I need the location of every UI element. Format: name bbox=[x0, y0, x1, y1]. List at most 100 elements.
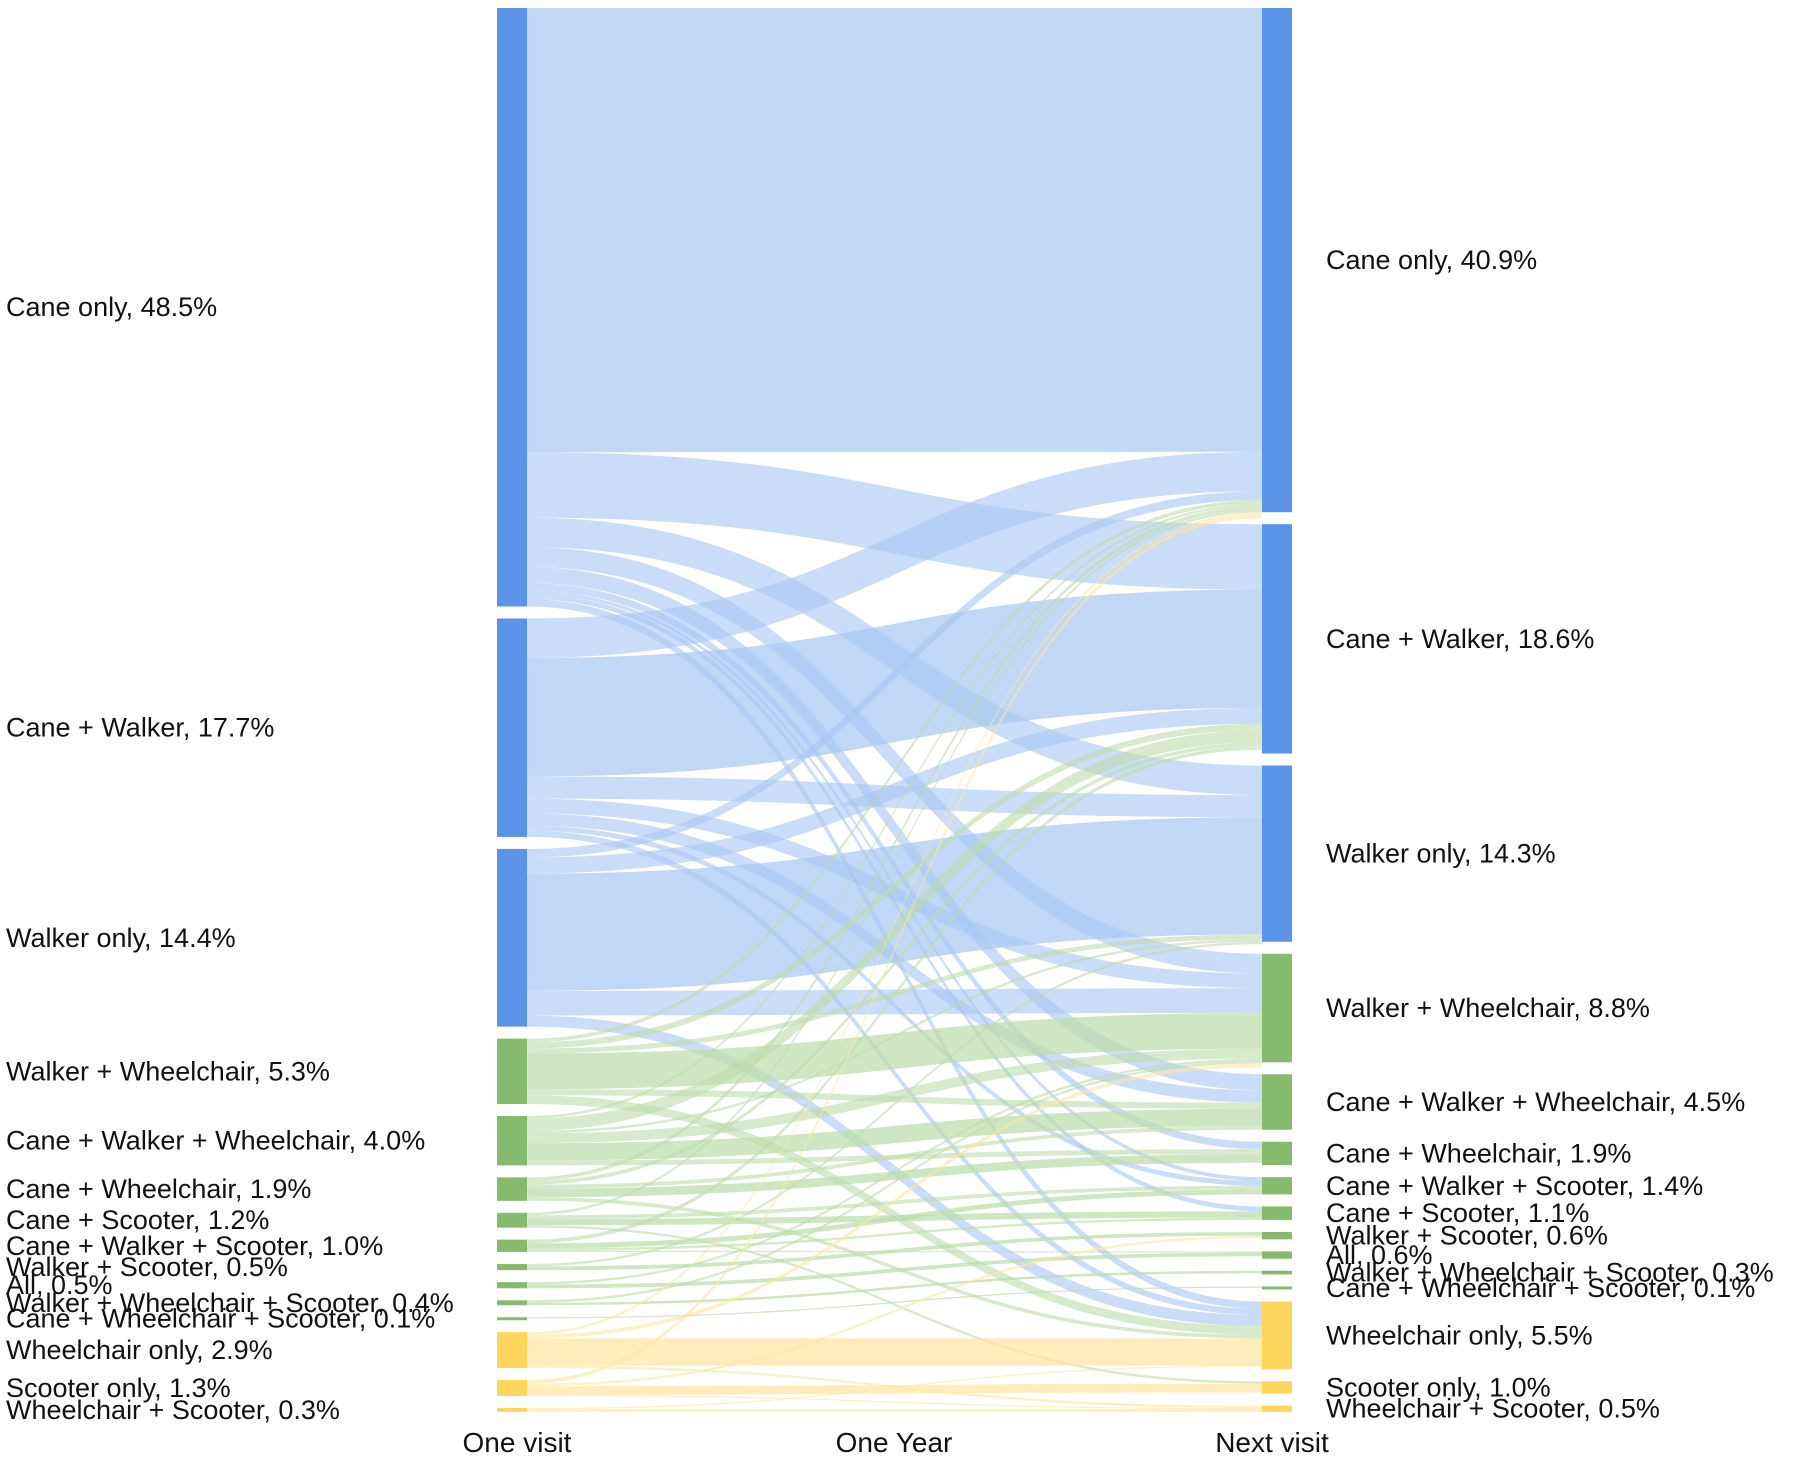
flow-wh-to-cane bbox=[527, 512, 1262, 1335]
left-label-cane-wheelchair-scooter-0-1: Cane + Wheelchair + Scooter, 0.1% bbox=[6, 1304, 435, 1334]
left-label-walker-wheelchair-scooter-0-4: Walker + Wheelchair + Scooter, 0.4% bbox=[6, 1288, 454, 1318]
flow-cw-to-wh bbox=[527, 830, 1262, 1316]
flow-whs-to-wh bbox=[527, 1365, 1262, 1410]
right-label-cane-walker-scooter-1-4: Cane + Walker + Scooter, 1.4% bbox=[1326, 1171, 1703, 1201]
column-label-one-visit: One visit bbox=[463, 1427, 572, 1458]
right-node-whs bbox=[1262, 1405, 1292, 1412]
left-node-all bbox=[497, 1282, 527, 1289]
left-label-cane-scooter-1-2: Cane + Scooter, 1.2% bbox=[6, 1205, 269, 1235]
flow-cwhs-to-cwhs bbox=[527, 1286, 1262, 1319]
flow-cww-to-ww bbox=[527, 1048, 1262, 1144]
left-node-cww bbox=[497, 1116, 527, 1166]
column-label-one-year: One Year bbox=[836, 1427, 953, 1458]
flow-cane-to-cww bbox=[527, 567, 1262, 1091]
left-node-cwh bbox=[497, 1177, 527, 1201]
left-node-wwhs bbox=[497, 1300, 527, 1306]
flow-wh-to-ww bbox=[527, 1063, 1262, 1339]
flow-ww-to-cw bbox=[527, 723, 1262, 1049]
right-node-walker bbox=[1262, 765, 1292, 942]
right-node-wsc bbox=[1262, 1231, 1292, 1240]
flow-cww-to-walker bbox=[527, 939, 1262, 1134]
flow-sc-to-sc bbox=[527, 1383, 1262, 1395]
flow-wwhs-to-ww bbox=[527, 1061, 1262, 1303]
right-node-cw bbox=[1262, 524, 1292, 754]
flow-ww-to-cane bbox=[527, 499, 1262, 1043]
flow-wsc-to-wsc bbox=[527, 1231, 1262, 1271]
right-label-cane-walker-wheelchair-4-5: Cane + Walker + Wheelchair, 4.5% bbox=[1326, 1087, 1745, 1117]
flow-whs-to-whs bbox=[527, 1409, 1262, 1412]
left-label-wheelchair-only-2-9: Wheelchair only, 2.9% bbox=[6, 1335, 273, 1365]
flow-sc-to-cane bbox=[527, 514, 1262, 1384]
flow-cws-to-cs bbox=[527, 1217, 1262, 1251]
right-label-walker-only-14-3: Walker only, 14.3% bbox=[1326, 839, 1556, 869]
flow-cws-to-cws bbox=[527, 1189, 1262, 1249]
left-label-walker-wheelchair-5-3: Walker + Wheelchair, 5.3% bbox=[6, 1056, 330, 1086]
right-label-scooter-only-1-0: Scooter only, 1.0% bbox=[1326, 1372, 1551, 1402]
right-node-cs bbox=[1262, 1206, 1292, 1220]
flow-walker-to-cw bbox=[527, 707, 1262, 874]
flow-sc-to-wsc bbox=[527, 1235, 1262, 1387]
labels-layer: Cane only, 48.5% Cane + Walker, 17.7% Walk… bbox=[6, 245, 1774, 1425]
right-node-ww bbox=[1262, 953, 1292, 1063]
flow-all-to-all bbox=[527, 1252, 1262, 1289]
right-node-cww bbox=[1262, 1074, 1292, 1130]
flow-cws-to-cw bbox=[527, 746, 1262, 1244]
right-label-walker-wheelchair-8-8: Walker + Wheelchair, 8.8% bbox=[1326, 993, 1650, 1023]
flow-sc-to-whs bbox=[527, 1394, 1262, 1410]
flow-cww-to-cww bbox=[527, 1108, 1262, 1161]
left-label-walker-only-14-4: Walker only, 14.4% bbox=[6, 923, 236, 953]
right-label-cane-wheelchair-1-9: Cane + Wheelchair, 1.9% bbox=[1326, 1138, 1631, 1168]
flow-cw-to-cw bbox=[527, 589, 1262, 777]
flow-ww-to-wh bbox=[527, 1095, 1262, 1335]
flow-cs-to-sc bbox=[527, 1225, 1262, 1384]
flow-cwh-to-cww bbox=[527, 1126, 1262, 1189]
flow-all-to-ww bbox=[527, 1058, 1262, 1285]
left-node-wh bbox=[497, 1332, 527, 1369]
flow-wwhs-to-wwhs bbox=[527, 1270, 1262, 1306]
flow-wh-to-wh bbox=[527, 1338, 1262, 1366]
left-node-ww bbox=[497, 1038, 527, 1105]
left-node-cane bbox=[497, 8, 527, 607]
left-label-cane-walker-scooter-1-0: Cane + Walker + Scooter, 1.0% bbox=[6, 1231, 383, 1261]
flow-cane-to-cw bbox=[527, 452, 1262, 590]
flow-walker-to-cane bbox=[527, 491, 1262, 858]
left-node-whs bbox=[497, 1408, 527, 1412]
left-node-cws bbox=[497, 1239, 527, 1252]
left-label-cane-walker-wheelchair-4-0: Cane + Walker + Wheelchair, 4.0% bbox=[6, 1126, 425, 1156]
right-node-cws bbox=[1262, 1177, 1292, 1195]
left-label-cane-wheelchair-1-9: Cane + Wheelchair, 1.9% bbox=[6, 1174, 311, 1204]
right-label-cane-scooter-1-1: Cane + Scooter, 1.1% bbox=[1326, 1198, 1589, 1228]
right-label-wheelchair-only-5-5: Wheelchair only, 5.5% bbox=[1326, 1320, 1593, 1350]
left-node-wsc bbox=[497, 1263, 527, 1271]
flow-wsc-to-walker bbox=[527, 941, 1262, 1267]
left-label-walker-scooter-0-5: Walker + Scooter, 0.5% bbox=[6, 1252, 288, 1282]
right-label-wheelchair-scooter-0-5: Wheelchair + Scooter, 0.5% bbox=[1326, 1394, 1660, 1424]
flow-cane-to-cane bbox=[527, 8, 1262, 453]
left-label-cane-walker-17-7: Cane + Walker, 17.7% bbox=[6, 713, 274, 743]
flow-cw-to-cane bbox=[527, 451, 1262, 658]
flow-cwh-to-cane bbox=[527, 506, 1262, 1182]
right-label-cane-only-40-9: Cane only, 40.9% bbox=[1326, 245, 1537, 275]
flow-cwh-to-wh bbox=[527, 1197, 1262, 1339]
right-node-sc bbox=[1262, 1381, 1292, 1394]
left-label-scooter-only-1-3: Scooter only, 1.3% bbox=[6, 1373, 231, 1403]
right-node-all bbox=[1262, 1251, 1292, 1259]
right-label-walker-scooter-0-6: Walker + Scooter, 0.6% bbox=[1326, 1221, 1608, 1251]
flow-cs-to-cane bbox=[527, 509, 1262, 1216]
flow-cwh-to-cw bbox=[527, 742, 1262, 1185]
left-label-wheelchair-scooter-0-3: Wheelchair + Scooter, 0.3% bbox=[6, 1395, 340, 1425]
flow-cww-to-cane bbox=[527, 503, 1262, 1119]
right-node-cwh bbox=[1262, 1141, 1292, 1166]
column-label-next-visit: Next visit bbox=[1215, 1427, 1329, 1458]
left-node-cs bbox=[497, 1212, 527, 1228]
right-label-all-0-6: All, 0.6% bbox=[1326, 1240, 1433, 1270]
nodes-layer bbox=[497, 8, 1292, 1412]
right-label-cane-walker-18-6: Cane + Walker, 18.6% bbox=[1326, 624, 1594, 654]
left-label-cane-only-48-5: Cane only, 48.5% bbox=[6, 292, 217, 322]
right-node-cane bbox=[1262, 8, 1292, 513]
flow-cww-to-cw bbox=[527, 730, 1262, 1131]
left-node-cwhs bbox=[497, 1317, 527, 1321]
flow-cwh-to-cwh bbox=[527, 1154, 1262, 1198]
left-node-cw bbox=[497, 618, 527, 837]
flow-walker-to-walker bbox=[527, 817, 1262, 991]
